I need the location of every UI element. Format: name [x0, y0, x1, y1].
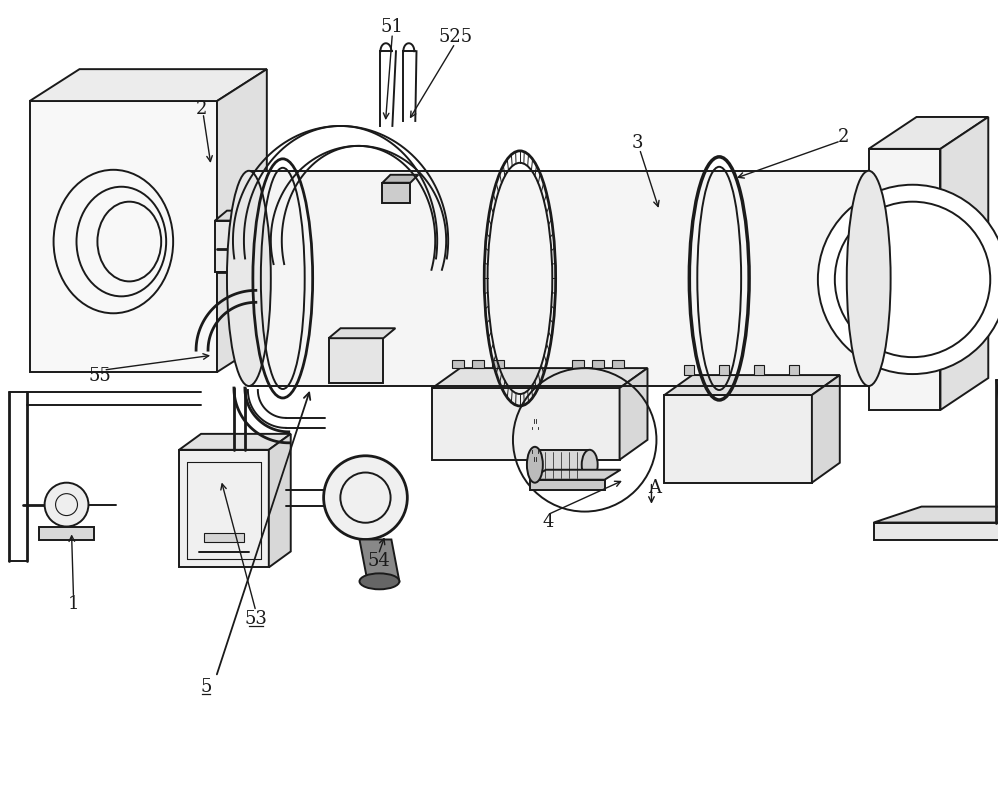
Polygon shape	[329, 329, 395, 338]
Text: 51: 51	[381, 18, 404, 36]
Text: 525: 525	[438, 28, 472, 46]
Polygon shape	[540, 450, 590, 480]
Polygon shape	[215, 210, 269, 221]
Polygon shape	[179, 450, 269, 567]
Polygon shape	[249, 171, 869, 386]
Polygon shape	[684, 365, 694, 375]
Polygon shape	[530, 480, 605, 489]
Text: 3: 3	[632, 134, 643, 152]
Circle shape	[330, 462, 401, 533]
Polygon shape	[572, 360, 584, 368]
Polygon shape	[30, 101, 217, 372]
Polygon shape	[592, 360, 604, 368]
Text: 5: 5	[200, 678, 212, 696]
Polygon shape	[382, 175, 418, 183]
Text: A: A	[648, 478, 661, 496]
Polygon shape	[620, 368, 647, 459]
Polygon shape	[869, 117, 988, 149]
Polygon shape	[215, 221, 257, 273]
Ellipse shape	[227, 171, 271, 386]
Polygon shape	[612, 360, 624, 368]
Polygon shape	[869, 149, 940, 410]
Polygon shape	[874, 507, 1000, 522]
Ellipse shape	[527, 447, 543, 483]
Polygon shape	[664, 375, 840, 395]
Polygon shape	[432, 368, 647, 388]
Polygon shape	[30, 69, 267, 101]
Polygon shape	[452, 360, 464, 368]
Polygon shape	[940, 117, 988, 410]
Polygon shape	[812, 375, 840, 483]
Text: 55: 55	[88, 367, 111, 385]
Polygon shape	[874, 522, 1000, 541]
Circle shape	[45, 483, 88, 526]
Polygon shape	[217, 69, 267, 372]
Polygon shape	[39, 526, 94, 541]
Ellipse shape	[359, 574, 399, 589]
Polygon shape	[492, 360, 504, 368]
Circle shape	[818, 184, 1000, 374]
Ellipse shape	[582, 450, 598, 480]
Polygon shape	[359, 540, 399, 582]
Ellipse shape	[847, 171, 891, 386]
Polygon shape	[432, 388, 620, 459]
Polygon shape	[329, 338, 383, 383]
Polygon shape	[204, 533, 244, 542]
Polygon shape	[179, 434, 291, 450]
Polygon shape	[664, 395, 812, 483]
Text: 54: 54	[367, 552, 390, 571]
Text: 2: 2	[838, 128, 849, 146]
Polygon shape	[754, 365, 764, 375]
Text: 53: 53	[244, 610, 267, 628]
Polygon shape	[719, 365, 729, 375]
Polygon shape	[257, 210, 269, 273]
Text: 1: 1	[68, 595, 79, 613]
Circle shape	[324, 455, 407, 540]
Polygon shape	[269, 434, 291, 567]
Text: 2: 2	[195, 100, 207, 118]
Text: 4: 4	[542, 512, 554, 530]
Polygon shape	[382, 183, 410, 203]
Polygon shape	[530, 470, 621, 480]
Polygon shape	[472, 360, 484, 368]
Polygon shape	[789, 365, 799, 375]
